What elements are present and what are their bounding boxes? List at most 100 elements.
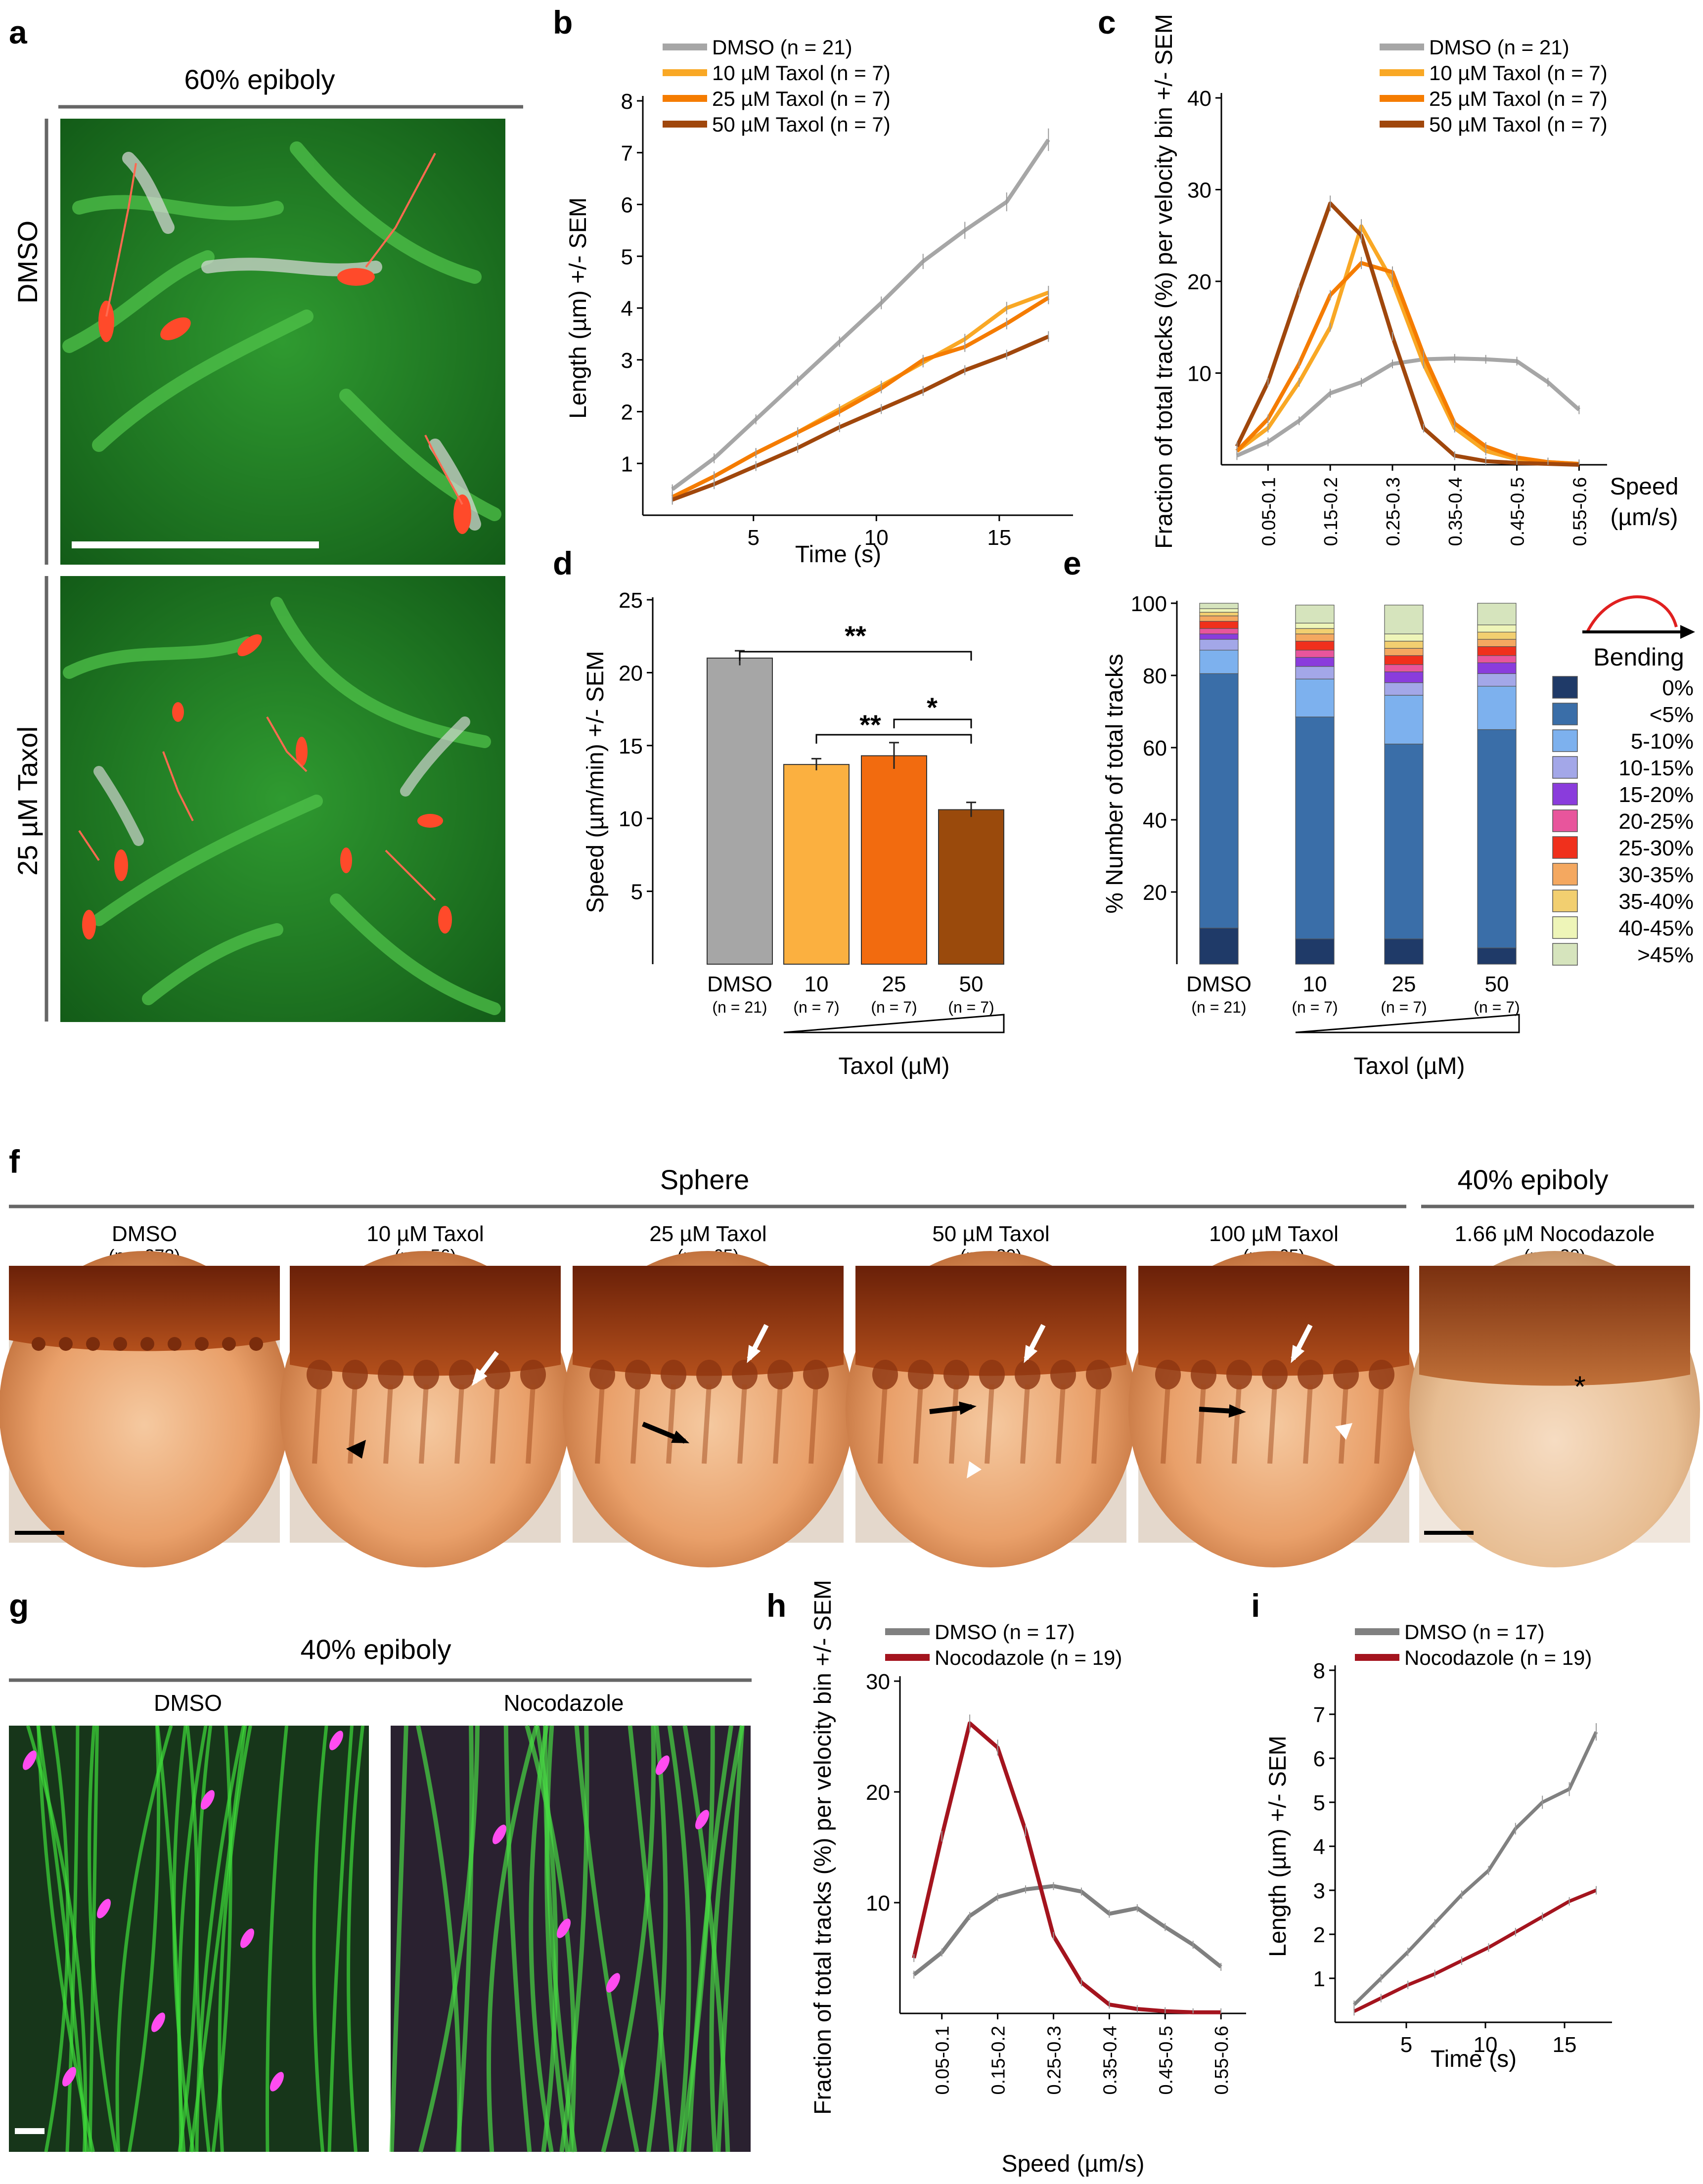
embryo-blastoderm xyxy=(290,1266,561,1376)
n-label: (n = 7) xyxy=(1381,998,1427,1016)
nuclear-streak xyxy=(1020,1384,1030,1464)
stack-segment xyxy=(1199,628,1239,634)
embryo-title: 10 µM Taxol xyxy=(366,1222,484,1246)
panel-f-group-40-epiboly: 40% epiboly xyxy=(1457,1164,1608,1195)
eb3-comet xyxy=(606,1973,621,1993)
series-line xyxy=(671,138,1050,491)
eb3-comet xyxy=(493,1825,506,1844)
yolk-nucleus xyxy=(378,1360,403,1389)
stack-segment xyxy=(1295,716,1335,939)
x-tick-label: 0.35-0.4 xyxy=(1100,2026,1120,2095)
stack-segment xyxy=(1295,938,1335,965)
arrowhead-icon xyxy=(959,1401,977,1415)
y-tick-label: 4 xyxy=(621,297,633,321)
nuclear-streak xyxy=(1232,1384,1242,1464)
yolk-nucleus xyxy=(222,1337,236,1351)
stack-segment xyxy=(1199,633,1239,640)
yolk-nucleus xyxy=(767,1360,793,1389)
legend-entry: 35-40% xyxy=(1618,890,1694,914)
legend-entry: >45% xyxy=(1637,943,1694,967)
panel-label-e: e xyxy=(1063,545,1081,581)
stack-segment xyxy=(1199,608,1239,613)
panel-label-b: b xyxy=(553,4,573,41)
yolk-nucleus xyxy=(589,1360,615,1389)
embryo-blastoderm xyxy=(573,1266,844,1376)
nuclear-streak xyxy=(630,1384,640,1464)
panel-label-g: g xyxy=(9,1587,29,1624)
embryo-blastoderm xyxy=(9,1266,280,1351)
eb3-comet xyxy=(557,1918,571,1938)
y-tick-label: 2 xyxy=(621,401,633,425)
embryo-blastoderm xyxy=(1138,1266,1409,1376)
y-tick-label: 20 xyxy=(866,1781,890,1805)
x-axis-label: Time (s) xyxy=(1431,2046,1517,2072)
microtubule-fibre xyxy=(389,1725,408,2152)
y-tick-label: 8 xyxy=(1313,1659,1325,1683)
x-tick-label: 0.45-0.5 xyxy=(1156,2026,1176,2095)
stack-segment xyxy=(1199,650,1239,674)
series-line xyxy=(1235,261,1579,466)
microtubule-fibre xyxy=(155,1725,183,2152)
arrowhead-icon xyxy=(1024,1345,1038,1363)
series-line xyxy=(1352,1731,1598,2006)
legend-entry: 50 µM Taxol (n = 7) xyxy=(1429,113,1608,136)
yolk-nucleus xyxy=(696,1360,722,1389)
legend-swatch xyxy=(1552,676,1578,699)
stack-segment xyxy=(1477,673,1517,687)
y-tick-label: 10 xyxy=(619,807,643,831)
y-tick-label: 30 xyxy=(866,1670,890,1694)
stack-segment xyxy=(1384,648,1424,656)
n-label: (n = 21) xyxy=(712,998,767,1016)
significance-label: ** xyxy=(845,620,866,651)
microtubule-fibre xyxy=(44,1725,70,2152)
eb3-comet xyxy=(62,2067,76,2087)
legend-swatch xyxy=(1552,703,1578,725)
panel-g-label-nocodazole: Nocodazole xyxy=(504,1690,624,1716)
yolk-nucleus xyxy=(59,1337,73,1351)
n-label: (n = 7) xyxy=(793,998,839,1016)
nuclear-streak xyxy=(1056,1384,1066,1464)
series-line xyxy=(1353,1888,1597,2013)
y-tick-label: 5 xyxy=(1313,1791,1325,1815)
y-tick-label: 15 xyxy=(619,734,643,758)
y-tick-label: 2 xyxy=(1313,1923,1325,1947)
yolk-nucleus xyxy=(943,1360,969,1389)
stack-segment xyxy=(1477,603,1517,625)
legend-entry: 15-20% xyxy=(1618,783,1694,807)
eb3-comet xyxy=(329,1731,343,1750)
stack-segment xyxy=(1477,624,1517,633)
eb3-comet xyxy=(151,2012,165,2032)
stack-segment xyxy=(1295,605,1335,624)
black-arrowhead-marker-icon xyxy=(346,1440,366,1459)
legend-entry: <5% xyxy=(1650,703,1694,727)
x-tick-label: 0.45-0.5 xyxy=(1508,477,1528,546)
y-axis-label: Speed (µm/min) +/- SEM xyxy=(583,651,609,913)
concentration-wedge xyxy=(783,1014,1005,1033)
series-line xyxy=(671,296,1050,499)
y-tick-label: 10 xyxy=(866,1891,890,1916)
legend-entry: 25 µM Taxol (n = 7) xyxy=(712,87,891,110)
yolk-nucleus xyxy=(195,1337,209,1351)
nuclear-streak xyxy=(1267,1384,1277,1464)
legend-swatch xyxy=(1552,943,1578,966)
eb3-comet xyxy=(201,1790,215,1810)
nuclear-streak xyxy=(702,1384,712,1464)
x-tick-label: 0.25-0.3 xyxy=(1383,477,1404,546)
microtubule-fibre xyxy=(529,1725,554,2152)
microtubule-fibre xyxy=(455,1725,474,2152)
embryo-blastoderm xyxy=(1419,1266,1690,1386)
yolk-nucleus xyxy=(1262,1360,1288,1389)
yolk-nucleus xyxy=(979,1360,1005,1389)
nuclear-streak xyxy=(1196,1384,1206,1464)
nuclear-streak xyxy=(773,1384,783,1464)
white-arrowhead-marker-icon xyxy=(1335,1423,1352,1440)
bar xyxy=(707,657,773,965)
legend-swatch xyxy=(1552,916,1578,939)
nuclear-streak xyxy=(737,1384,747,1464)
y-tick-label: 3 xyxy=(621,349,633,373)
significance-label: * xyxy=(927,692,938,723)
legend-entry: DMSO (n = 21) xyxy=(712,36,852,59)
panel-a-header: 60% epiboly xyxy=(184,64,335,95)
nuclear-streak xyxy=(1339,1384,1348,1464)
